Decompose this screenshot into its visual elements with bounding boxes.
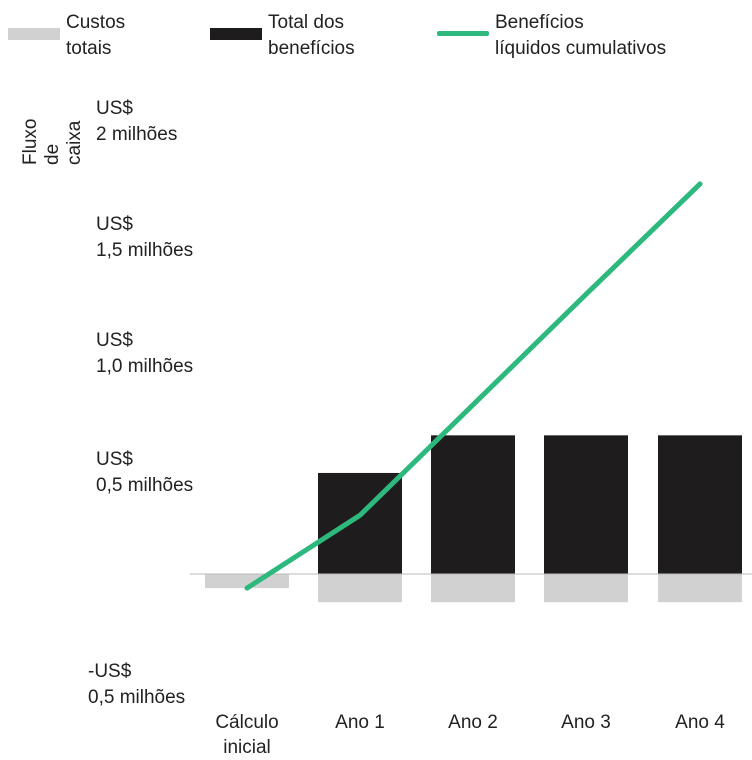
legend-swatch-costs — [8, 28, 60, 40]
legend-item-net: Benefícios líquidos cumulativos — [437, 10, 666, 62]
benefit-bar — [658, 435, 742, 574]
y-tick-label: US$ 2 milhões — [96, 98, 178, 145]
legend-item-benefits: Total dos benefícios — [210, 10, 355, 62]
legend-item-costs: Custos totais — [8, 10, 125, 62]
y-tick-label: US$ 1,5 milhões — [96, 214, 194, 261]
net-benefit-line — [244, 181, 703, 591]
benefit-bar — [544, 435, 628, 574]
cost-bar — [658, 574, 742, 603]
y-tick-label: US$ 0,5 milhões — [96, 449, 194, 496]
cost-bar — [318, 574, 402, 603]
cost-bar — [431, 574, 515, 603]
cost-bar — [544, 574, 628, 603]
legend-swatch-benefits — [210, 28, 262, 40]
x-tick-label: Cálculo inicial — [215, 712, 279, 758]
x-tick-label: Ano 3 — [561, 712, 611, 733]
y-tick-label: -US$ 0,5 milhões — [88, 661, 186, 708]
legend-label-benefits: Total dos benefícios — [268, 12, 355, 59]
legend-label-net: Benefícios líquidos cumulativos — [495, 12, 667, 59]
legend-label-costs: Custos totais — [66, 12, 126, 59]
x-tick-label: Ano 1 — [335, 712, 385, 733]
x-tick-label: Ano 4 — [675, 712, 725, 733]
benefit-bar — [431, 435, 515, 574]
legend-swatch-net — [437, 31, 489, 36]
x-tick-label: Ano 2 — [448, 712, 498, 733]
y-tick-label: US$ 1,0 milhões — [96, 330, 194, 377]
